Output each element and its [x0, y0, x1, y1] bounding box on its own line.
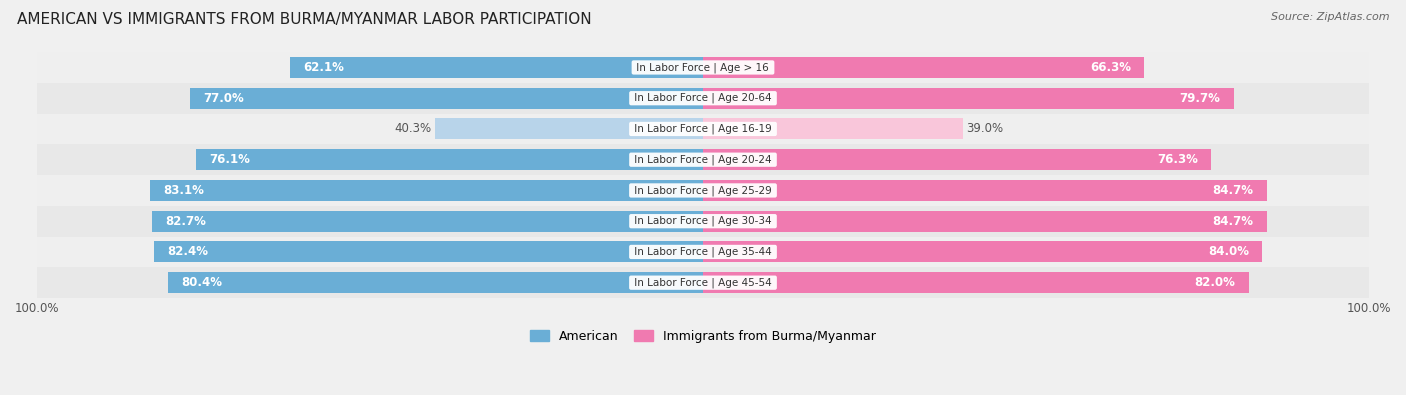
Bar — [37, 144, 1369, 175]
Text: 66.3%: 66.3% — [1090, 61, 1130, 74]
Text: In Labor Force | Age 35-44: In Labor Force | Age 35-44 — [631, 247, 775, 257]
Bar — [703, 211, 1267, 231]
Text: In Labor Force | Age 25-29: In Labor Force | Age 25-29 — [631, 185, 775, 196]
Text: In Labor Force | Age 20-64: In Labor Force | Age 20-64 — [631, 93, 775, 103]
Bar — [37, 83, 1369, 114]
Text: 79.7%: 79.7% — [1180, 92, 1220, 105]
Bar — [155, 241, 703, 262]
Text: 84.0%: 84.0% — [1208, 245, 1249, 258]
Bar — [152, 211, 703, 231]
Text: 77.0%: 77.0% — [204, 92, 245, 105]
Bar — [37, 175, 1369, 206]
Text: 82.7%: 82.7% — [166, 215, 207, 228]
Bar — [434, 118, 703, 139]
Bar — [703, 241, 1263, 262]
Text: 82.4%: 82.4% — [167, 245, 208, 258]
Text: 84.7%: 84.7% — [1212, 184, 1254, 197]
Text: 80.4%: 80.4% — [181, 276, 222, 289]
Text: AMERICAN VS IMMIGRANTS FROM BURMA/MYANMAR LABOR PARTICIPATION: AMERICAN VS IMMIGRANTS FROM BURMA/MYANMA… — [17, 12, 592, 27]
Bar — [197, 149, 703, 170]
Text: 62.1%: 62.1% — [302, 61, 343, 74]
Bar — [37, 237, 1369, 267]
Text: 76.1%: 76.1% — [209, 153, 250, 166]
Text: In Labor Force | Age 16-19: In Labor Force | Age 16-19 — [631, 124, 775, 134]
Bar — [703, 272, 1249, 293]
Bar — [37, 52, 1369, 83]
Text: Source: ZipAtlas.com: Source: ZipAtlas.com — [1271, 12, 1389, 22]
Bar — [37, 206, 1369, 237]
Text: In Labor Force | Age > 16: In Labor Force | Age > 16 — [634, 62, 772, 73]
Text: 39.0%: 39.0% — [966, 122, 1002, 135]
Bar — [150, 180, 703, 201]
Text: 82.0%: 82.0% — [1195, 276, 1236, 289]
Legend: American, Immigrants from Burma/Myanmar: American, Immigrants from Burma/Myanmar — [526, 325, 880, 348]
Bar — [37, 267, 1369, 298]
Bar — [190, 88, 703, 109]
Text: In Labor Force | Age 20-24: In Labor Force | Age 20-24 — [631, 154, 775, 165]
Bar — [703, 57, 1144, 78]
Text: In Labor Force | Age 30-34: In Labor Force | Age 30-34 — [631, 216, 775, 226]
Bar — [703, 180, 1267, 201]
Bar — [290, 57, 703, 78]
Bar — [167, 272, 703, 293]
Text: 40.3%: 40.3% — [394, 122, 432, 135]
Bar — [703, 149, 1211, 170]
Text: In Labor Force | Age 45-54: In Labor Force | Age 45-54 — [631, 277, 775, 288]
Bar — [703, 118, 963, 139]
Bar — [703, 88, 1233, 109]
Bar — [37, 114, 1369, 144]
Text: 83.1%: 83.1% — [163, 184, 204, 197]
Text: 84.7%: 84.7% — [1212, 215, 1254, 228]
Text: 76.3%: 76.3% — [1157, 153, 1198, 166]
